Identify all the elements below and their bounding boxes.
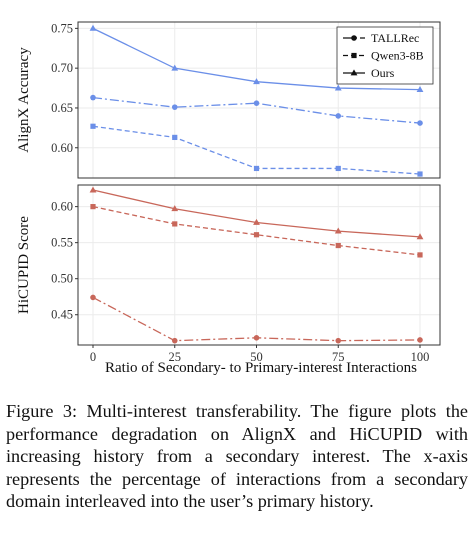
hicupid-ytick-label: 0.45 bbox=[51, 308, 73, 322]
hicupid-y-axis-label: HiCUPID Score bbox=[16, 216, 32, 314]
hicupid-point-qwen3-8b bbox=[172, 221, 178, 227]
alignx-point-qwen3-8b bbox=[90, 123, 96, 129]
alignx-point-ours bbox=[253, 78, 260, 85]
hicupid-point-qwen3-8b bbox=[417, 252, 423, 258]
figure-caption: Figure 3: Multi-interest transferability… bbox=[6, 401, 468, 512]
x-tick-label: 0 bbox=[90, 350, 96, 364]
hicupid-point-ours bbox=[89, 186, 97, 193]
hicupid-ytick-label: 0.55 bbox=[51, 236, 73, 250]
alignx-point-qwen3-8b bbox=[335, 165, 341, 172]
alignx-point-qwen3-8b bbox=[253, 165, 260, 172]
hicupid-point-ours bbox=[334, 227, 342, 234]
legend-marker-ours bbox=[350, 69, 358, 76]
alignx-series-line-tallrec bbox=[92, 96, 421, 124]
hicupid-point-ours bbox=[171, 205, 179, 212]
alignx-point-tallrec bbox=[171, 104, 178, 110]
alignx-point-tallrec bbox=[335, 113, 342, 119]
alignx-point-qwen3-8b bbox=[417, 171, 423, 177]
alignx-point-qwen3-8b bbox=[172, 134, 178, 141]
alignx-point-tallrec bbox=[417, 120, 423, 126]
hicupid-panel-frame bbox=[77, 184, 441, 346]
figure: 0.60 0.65 0.70 0.75 AlignX Accuracy TALLRec Qw… bbox=[16, 21, 441, 376]
legend-label-tallrec: TALLRec bbox=[371, 31, 419, 45]
legend-marker-tallrec bbox=[351, 35, 357, 41]
hicupid-point-qwen3-8b bbox=[90, 204, 96, 210]
alignx-y-axis-label: AlignX Accuracy bbox=[16, 47, 32, 153]
legend-label-qwen3-8b: Qwen3-8B bbox=[371, 49, 424, 63]
hicupid-ytick-label: 0.60 bbox=[51, 200, 73, 214]
alignx-ytick-label: 0.60 bbox=[51, 141, 73, 155]
alignx-ytick-label: 0.75 bbox=[51, 21, 73, 35]
alignx-point-ours bbox=[89, 24, 97, 31]
hicupid-point-tallrec bbox=[253, 334, 260, 341]
hicupid-series-line-qwen3-8b bbox=[92, 205, 421, 256]
alignx-point-ours bbox=[416, 86, 424, 93]
hicupid-point-tallrec bbox=[171, 337, 178, 344]
hicupid-point-tallrec bbox=[417, 337, 423, 343]
alignx-ytick-label: 0.70 bbox=[51, 61, 73, 75]
x-axis-label: Ratio of Secondary- to Primary-interest … bbox=[105, 360, 417, 376]
alignx-ytick-label: 0.65 bbox=[51, 101, 73, 115]
legend-marker-qwen3-8b bbox=[351, 52, 357, 59]
hicupid-point-tallrec bbox=[90, 294, 96, 301]
alignx-panel-frame bbox=[77, 21, 441, 179]
hicupid-point-tallrec bbox=[335, 337, 342, 344]
alignx-point-tallrec bbox=[90, 94, 96, 101]
hicupid-point-ours bbox=[416, 233, 424, 240]
x-tick-label: 75 bbox=[332, 350, 345, 364]
legend-label-ours: Ours bbox=[371, 66, 395, 80]
hicupid-point-qwen3-8b bbox=[253, 232, 260, 238]
x-tick-label: 50 bbox=[250, 350, 263, 364]
alignx-point-ours bbox=[334, 84, 342, 91]
hicupid-point-ours bbox=[253, 218, 260, 225]
x-tick-label: 25 bbox=[169, 350, 182, 364]
hicupid-point-qwen3-8b bbox=[335, 242, 341, 249]
x-tick-label: 100 bbox=[411, 350, 430, 364]
hicupid-ytick-label: 0.50 bbox=[51, 272, 73, 286]
alignx-point-ours bbox=[171, 64, 179, 71]
alignx-point-tallrec bbox=[253, 100, 260, 106]
